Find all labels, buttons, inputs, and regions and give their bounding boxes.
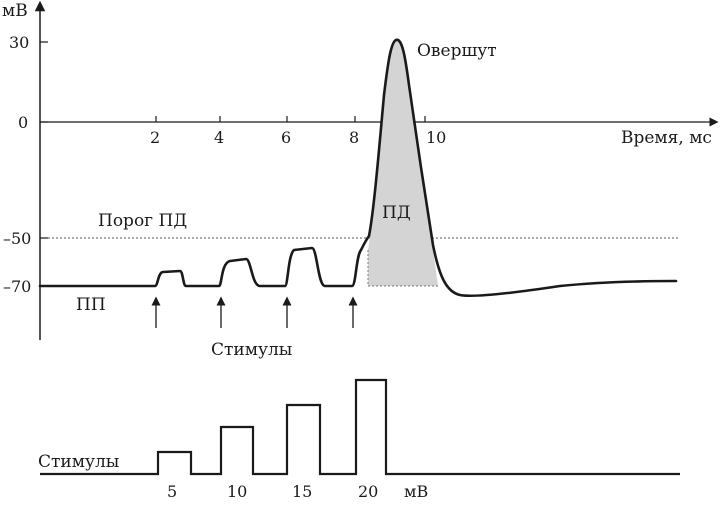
pulse-label-15: 15 (292, 482, 312, 501)
y-tick-label-minus50: –50 (3, 229, 31, 248)
membrane-potential-trace (38, 38, 678, 298)
pulse-label-20: 20 (358, 482, 378, 501)
action-potential-area (368, 39, 438, 287)
stimuli-label-upper: Стимулы (211, 340, 292, 360)
pulse-label-10: 10 (227, 482, 247, 501)
x-tick-label-6: 6 (281, 128, 291, 147)
y-axis-unit: мВ (2, 1, 28, 21)
x-axis-label: Время, мс (621, 128, 712, 148)
x-tick-label-2: 2 (150, 128, 160, 147)
x-tick-label-4: 4 (214, 128, 224, 147)
threshold-label: Порог ПД (98, 211, 187, 231)
y-tick-label-0: 0 (18, 113, 28, 132)
resting-potential-label: ПП (76, 295, 106, 315)
pulse-unit: мВ (404, 482, 428, 501)
stimuli-label-lower: Стимулы (38, 452, 119, 472)
action-potential-label: ПД (382, 203, 411, 223)
y-tick-label-minus70: –70 (3, 277, 31, 296)
y-tick-label-30: 30 (9, 33, 29, 52)
stimulus-pulse-train (40, 378, 680, 476)
x-tick-label-10: 10 (426, 128, 446, 147)
overshoot-label: Овершут (417, 41, 497, 61)
x-tick-label-8: 8 (349, 128, 359, 147)
pulse-label-5: 5 (167, 482, 177, 501)
